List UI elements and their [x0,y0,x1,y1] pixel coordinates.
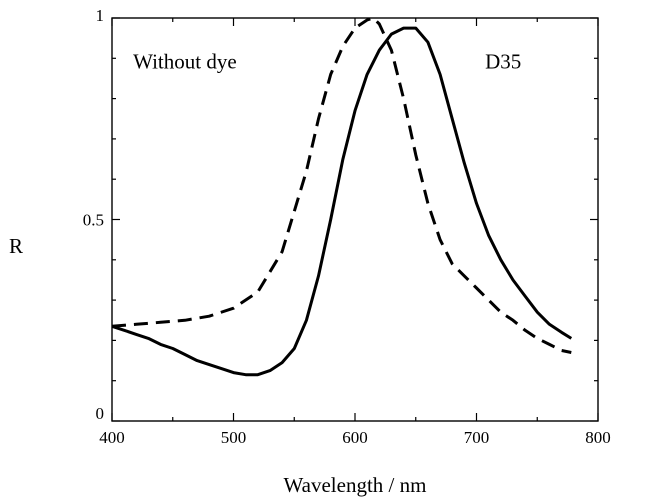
x-axis-title: Wavelength / nm [284,473,427,497]
x-tick-label: 600 [342,428,368,447]
x-tick-label: 400 [99,428,125,447]
series-line-dashed [111,16,572,354]
y-tick-label: 0 [96,404,105,423]
y-tick-label: 1 [96,6,105,25]
ticks [111,17,599,422]
annotation-label: D35 [485,49,521,73]
series-line-solid [111,26,573,377]
y-tick-label: 0.5 [83,211,104,230]
annotation-label: Without dye [133,49,237,73]
y-axis-title: R [9,234,23,258]
annotations: Without dye D35 [133,49,521,73]
tick-labels: 400 500 600 700 800 0 0.5 1 [83,6,611,447]
x-tick-label: 700 [464,428,490,447]
plot-frame [111,17,599,422]
x-tick-label: 800 [585,428,611,447]
x-tick-label: 500 [221,428,247,447]
series-layer [111,16,573,377]
